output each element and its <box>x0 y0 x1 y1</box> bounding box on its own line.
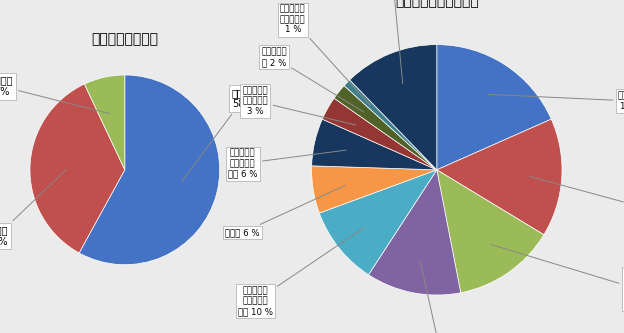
Wedge shape <box>79 75 220 265</box>
Wedge shape <box>84 75 125 170</box>
Text: 家庭環境の
急激な変化
3 %: 家庭環境の 急激な変化 3 % <box>243 86 356 125</box>
Text: 教職員との
関係をめぐ
る問題
13 %: 教職員との 関係をめぐ る問題 13 % <box>491 244 624 309</box>
Title: 学校をやめたきっかけ: 学校をやめたきっかけ <box>395 0 479 8</box>
Text: 高校２年
35%: 高校２年 35% <box>0 170 66 247</box>
Wedge shape <box>30 84 125 253</box>
Wedge shape <box>437 170 544 293</box>
Wedge shape <box>334 86 437 170</box>
Text: 親子関係を
めぐる問題
1 %: 親子関係を めぐる問題 1 % <box>280 5 370 105</box>
Text: クラブ・部
活動等の不
適応 6 %: クラブ・部 活動等の不 適応 6 % <box>228 149 346 178</box>
Title: 高校を辞めた時期: 高校を辞めた時期 <box>91 32 158 46</box>
Text: 高校１年
58%: 高校１年 58% <box>182 88 255 182</box>
Text: 病気による欠席 12 %: 病気による欠席 12 % <box>412 261 474 333</box>
Wedge shape <box>437 45 551 170</box>
Text: いじめ 6 %: いじめ 6 % <box>225 185 345 237</box>
Text: 家庭内の不
和 2 %: 家庭内の不 和 2 % <box>261 47 364 112</box>
Wedge shape <box>311 166 437 213</box>
Wedge shape <box>369 170 461 295</box>
Wedge shape <box>349 45 437 170</box>
Text: いじめを除
く友人関係
をめぐる問
題 15 %: いじめを除 く友人関係 をめぐる問 題 15 % <box>529 176 624 227</box>
Text: 学校のきま
りをめぐる
問題 10 %: 学校のきま りをめぐる 問題 10 % <box>238 227 364 316</box>
Wedge shape <box>319 170 437 275</box>
Text: その他
12 %: その他 12 % <box>382 0 404 84</box>
Wedge shape <box>437 119 562 235</box>
Wedge shape <box>311 119 437 170</box>
Wedge shape <box>344 80 437 170</box>
Text: 高校３年
7%: 高校３年 7% <box>0 76 110 114</box>
Wedge shape <box>323 98 437 170</box>
Text: 学業の不振
18 %: 学業の不振 18 % <box>489 91 624 111</box>
